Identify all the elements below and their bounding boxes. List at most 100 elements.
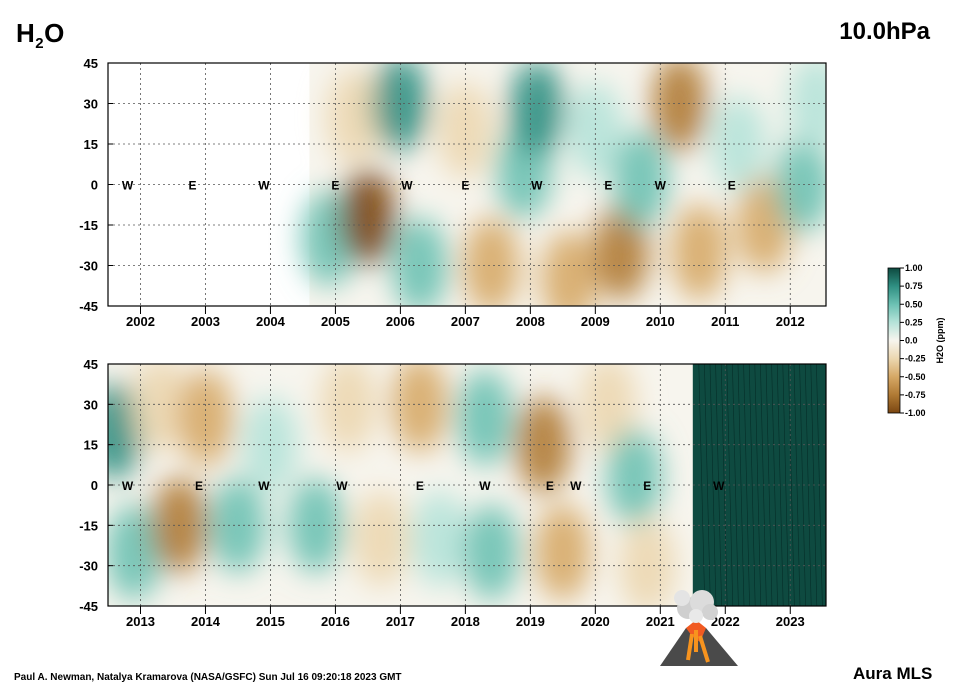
- top-year-label: 2009: [581, 314, 610, 329]
- top-year-label: 2003: [191, 314, 220, 329]
- bottom-year-label: 2014: [191, 614, 221, 629]
- volcano-eruption-icon: [660, 590, 738, 666]
- top-year-label: 2011: [711, 314, 739, 329]
- bottom-grid: [108, 364, 826, 606]
- bottom-anomaly-blobs: [108, 364, 676, 606]
- top-y-tick-label: 45: [84, 56, 98, 71]
- top-anomaly-12: [612, 131, 669, 228]
- colorbar-tick-label: 1.00: [905, 263, 923, 273]
- bottom-year-label: 2017: [386, 614, 415, 629]
- top-qbo-label: W: [122, 179, 134, 193]
- bottom-y-tick-label: -45: [79, 599, 98, 614]
- bottom-qbo-label: E: [195, 479, 203, 493]
- top-grid: [108, 63, 826, 306]
- top-anomaly-9: [541, 231, 598, 306]
- top-qbo-label: W: [531, 179, 543, 193]
- bottom-qbo-label: W: [713, 479, 725, 493]
- top-anomaly-6: [463, 217, 520, 306]
- bottom-anomaly-18: [619, 517, 676, 606]
- top-anomaly-blobs: [300, 63, 826, 306]
- bottom-anomaly-9: [352, 490, 409, 587]
- bottom-year-label: 2020: [581, 614, 610, 629]
- bottom-qbo-label: W: [479, 479, 491, 493]
- bottom-qbo-label: W: [122, 479, 134, 493]
- top-anomaly-10: [567, 82, 624, 179]
- bottom-qbo-label: W: [336, 479, 348, 493]
- top-anomaly-3: [372, 63, 429, 152]
- bottom-year-label: 2016: [321, 614, 350, 629]
- top-year-label: 2006: [386, 314, 415, 329]
- top-y-tick-label: -15: [79, 218, 98, 233]
- bottom-anomaly-16: [580, 364, 637, 453]
- top-qbo-label: E: [604, 179, 612, 193]
- top-y-tick-label: 30: [84, 97, 98, 112]
- bottom-year-label: 2022: [711, 614, 740, 629]
- top-qbo-label: E: [188, 179, 196, 193]
- colorbar-tick-label: 0.0: [905, 336, 918, 346]
- bottom-anomaly-17: [606, 428, 663, 525]
- colorbar-tick-label: -0.50: [905, 372, 926, 382]
- top-y-tick-label: 15: [84, 137, 98, 152]
- colorbar-tick-label: 0.75: [905, 281, 923, 291]
- top-anomaly-8: [508, 63, 565, 157]
- colorbar-tick-label: 0.50: [905, 299, 923, 309]
- top-qbo-label: W: [258, 179, 270, 193]
- top-anomaly-2: [339, 168, 396, 265]
- bottom-y-tick-label: 45: [84, 357, 98, 372]
- bottom-y-tick-label: 15: [84, 438, 98, 453]
- bottom-y-tick-label: -30: [79, 559, 98, 574]
- bottom-anomaly-4: [177, 369, 234, 466]
- colorbar-tick-label: -0.75: [905, 390, 926, 400]
- top-year-label: 2008: [516, 314, 545, 329]
- bottom-qbo-label: E: [416, 479, 424, 493]
- bottom-qbo-label: W: [258, 479, 270, 493]
- bottom-anomaly-15: [534, 504, 591, 601]
- bottom-year-label: 2013: [126, 614, 155, 629]
- colorbar-tick-label: -1.00: [905, 408, 926, 418]
- bottom-qbo-label: W: [570, 479, 582, 493]
- top-qbo-label: E: [728, 179, 736, 193]
- bottom-anomaly-7: [287, 477, 344, 574]
- bottom-anomaly-1: [108, 504, 162, 601]
- top-anomaly-1: [326, 69, 383, 165]
- aura-mls-brand: Aura MLS: [853, 664, 933, 683]
- top-year-label: 2012: [776, 314, 805, 329]
- top-qbo-label: E: [331, 179, 339, 193]
- bottom-anomaly-2: [131, 364, 188, 453]
- bottom-year-label: 2018: [451, 614, 480, 629]
- top-anomaly-17: [775, 136, 826, 233]
- top-year-label: 2010: [646, 314, 675, 329]
- top-year-label: 2005: [321, 314, 350, 329]
- top-qbo-label: W: [655, 179, 667, 193]
- bottom-year-label: 2023: [776, 614, 805, 629]
- bottom-qbo-label: E: [643, 479, 651, 493]
- bottom-anomaly-10: [391, 364, 448, 453]
- pressure-level-label: 10.0hPa: [839, 18, 930, 45]
- top-y-tick-label: -30: [79, 259, 98, 274]
- top-qbo-label: E: [461, 179, 469, 193]
- top-anomaly-5: [437, 82, 494, 179]
- top-anomaly-13: [651, 63, 708, 152]
- top-heatmap-field: [300, 63, 826, 306]
- bottom-anomaly-12: [456, 369, 513, 466]
- top-y-tick-label: -45: [79, 299, 98, 314]
- credit-line: Paul A. Newman, Natalya Kramarova (NASA/…: [14, 672, 402, 683]
- top-anomaly-11: [593, 204, 650, 300]
- bottom-y-tick-label: 0: [91, 478, 98, 493]
- bottom-qbo-label: E: [546, 479, 554, 493]
- top-year-label: 2004: [256, 314, 286, 329]
- colorbar-title: H2O (ppm): [935, 317, 945, 363]
- bottom-year-label: 2015: [256, 614, 285, 629]
- colorbar-tick-label: -0.25: [905, 354, 926, 364]
- top-anomaly-4: [391, 217, 448, 306]
- bottom-y-tick-label: 30: [84, 397, 98, 412]
- colorbar-scale: [887, 267, 901, 414]
- colorbar-tick-label: 0.25: [905, 317, 923, 327]
- bottom-anomaly-11: [411, 490, 468, 587]
- top-year-label: 2002: [126, 314, 155, 329]
- bottom-y-tick-label: -15: [79, 518, 98, 533]
- colorbar: 1.00 0.75 0.50 0.25 0.0 -0.25 -0.50 -0.75 -1.00 H…: [887, 263, 945, 418]
- top-panel-2002-2012: 45 30 15 0 -15 -30 -45 2002 2003 2004 2005 2006 2007…: [79, 56, 827, 329]
- bottom-anomaly-5: [209, 477, 266, 574]
